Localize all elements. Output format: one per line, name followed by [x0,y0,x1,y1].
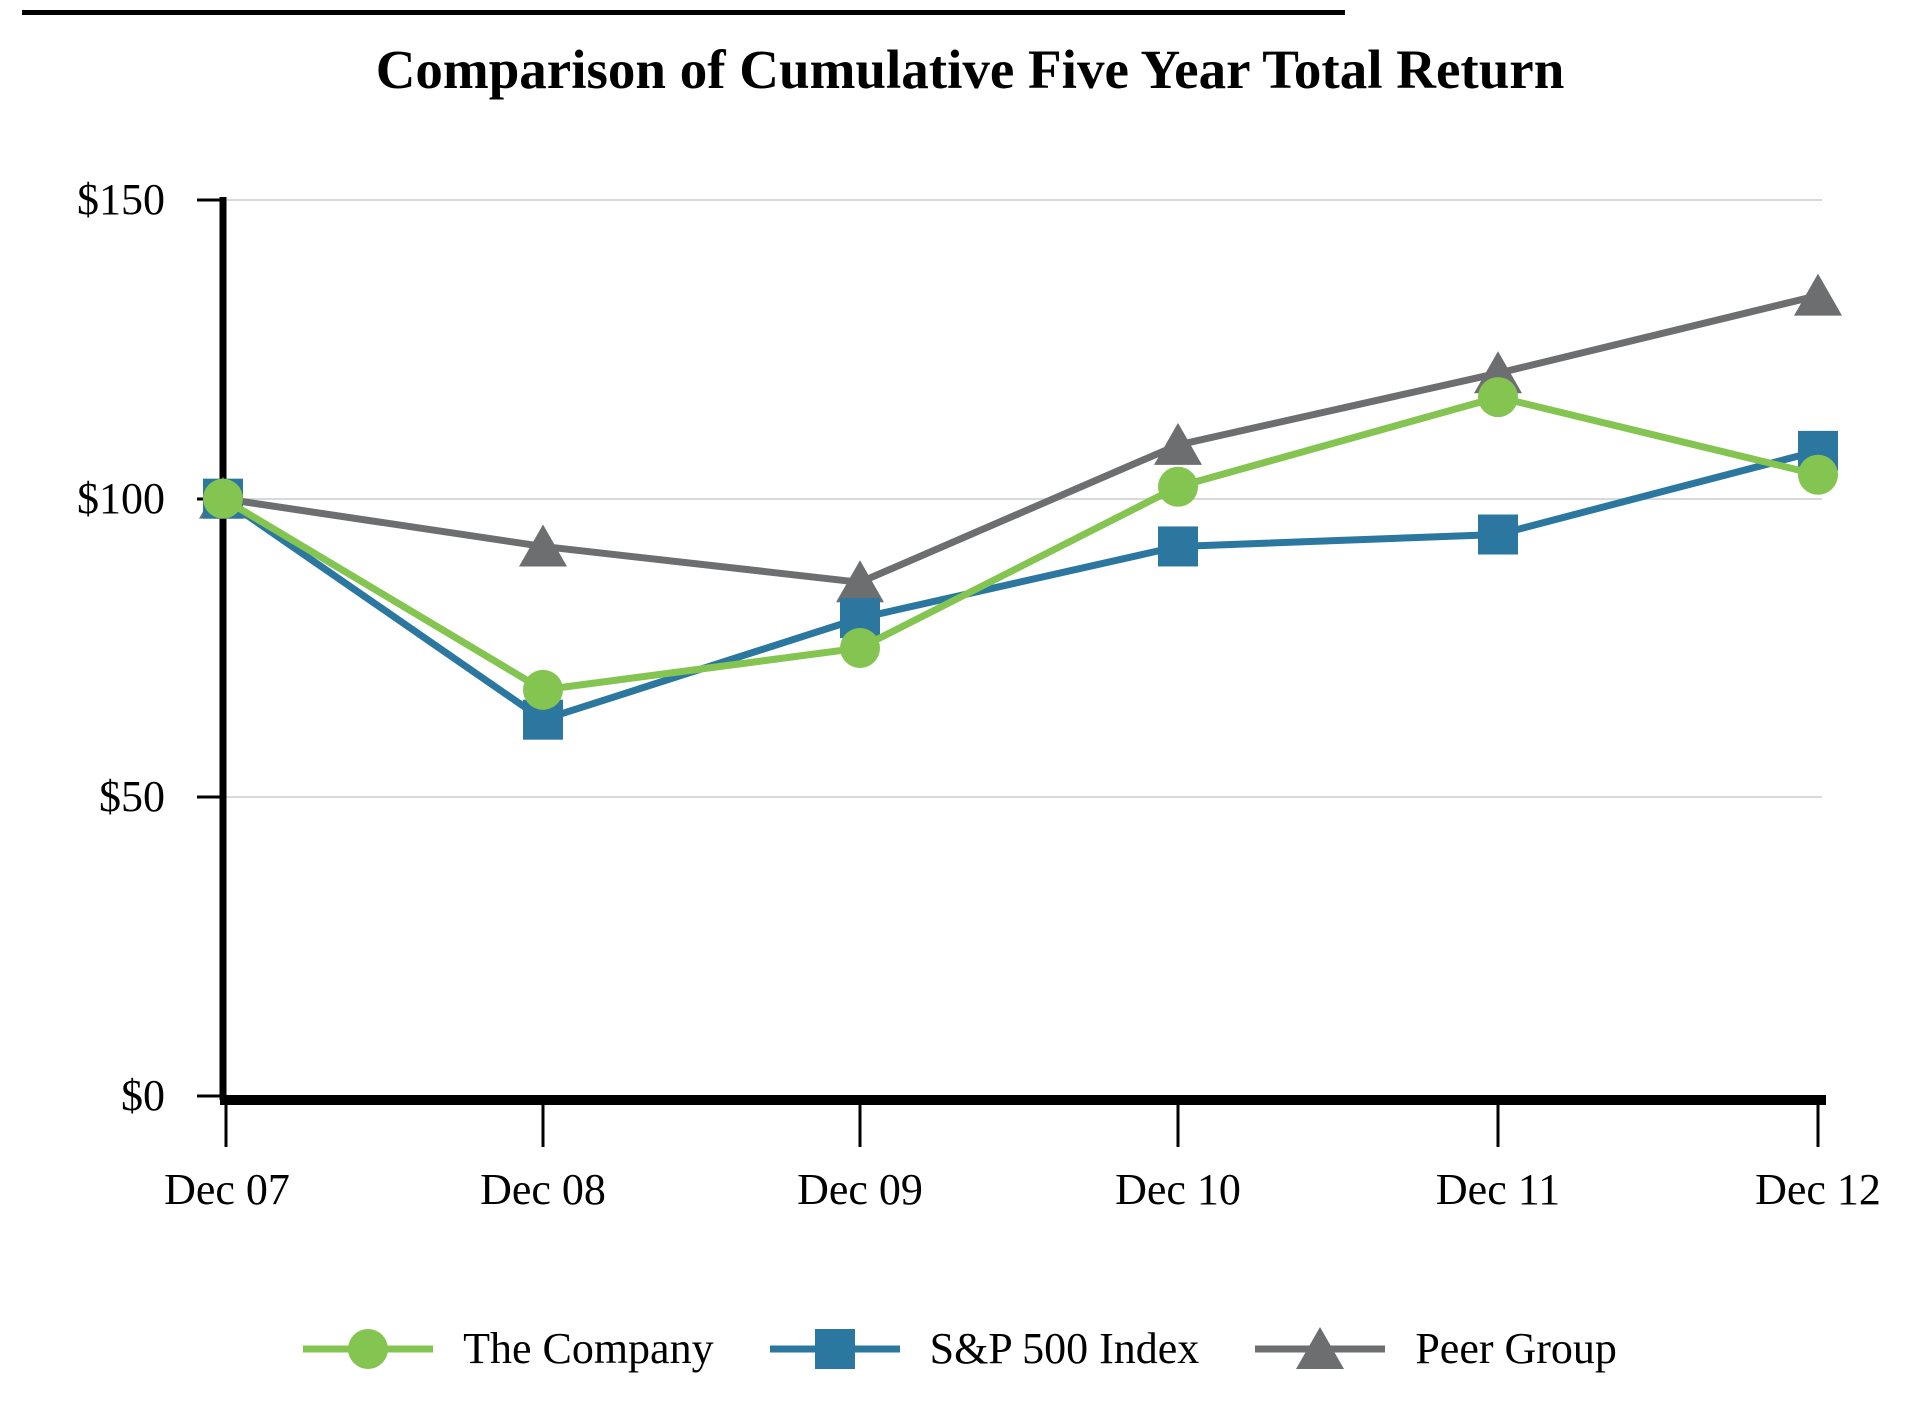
legend-label-the-company: The Company [463,1324,714,1373]
y-tick-label-100: $100 [77,474,165,523]
legend-label-sp-500-index: S&P 500 Index [929,1324,1200,1373]
s-p-500-index-marker-dec-10 [1158,526,1198,567]
the-company-marker-dec-09 [840,628,880,668]
y-tick-label-150: $150 [77,175,165,224]
chart-title: Comparison of Cumulative Five Year Total… [375,39,1565,100]
legend-item-peer-group: Peer Group [1255,1324,1617,1374]
the-company-marker-dec-07 [203,478,243,519]
peer-group-marker-dec-08 [519,524,567,567]
the-company-marker-dec-12 [1798,454,1838,495]
legend-item-the-company: The Company [303,1324,714,1374]
the-company-marker-dec-08 [523,669,563,710]
the-company-line [221,393,1819,694]
x-tick-label-dec-08: Dec 08 [480,1165,606,1214]
y-tick-label-0: $0 [121,1071,165,1120]
company-circle-marker-icon [303,1329,434,1369]
peer-group-triangle-marker-icon [1255,1327,1386,1369]
legend-label-peer-group: Peer Group [1415,1324,1617,1373]
legend-item-sp-500-index: S&P 500 Index [769,1324,1200,1374]
peer-group-line [222,292,1819,586]
s-p-500-index-marker-dec-11 [1478,514,1518,555]
y-tick-label-50: $50 [99,772,165,821]
peer-group-marker-dec-09 [836,560,884,603]
x-tick-label-dec-07: Dec 07 [164,1165,290,1214]
top-horizontal-rule [22,10,1345,15]
the-company-marker-dec-11 [1478,377,1518,418]
x-tick-label-dec-12: Dec 12 [1755,1165,1881,1214]
x-tick-label-dec-10: Dec 10 [1115,1165,1241,1214]
peer-group-marker-dec-12 [1794,273,1842,316]
x-tick-label-dec-11: Dec 11 [1435,1165,1561,1214]
sp500-square-marker-icon [769,1329,900,1369]
chart-legend: The Company S&P 500 Index Peer Group [0,1324,1920,1374]
series-layer [199,273,1842,740]
the-company-marker-dec-10 [1158,466,1198,507]
s-p-500-index-line [221,447,1819,724]
x-tick-label-dec-09: Dec 09 [797,1165,923,1214]
peer-group-marker-dec-10 [1154,422,1202,465]
